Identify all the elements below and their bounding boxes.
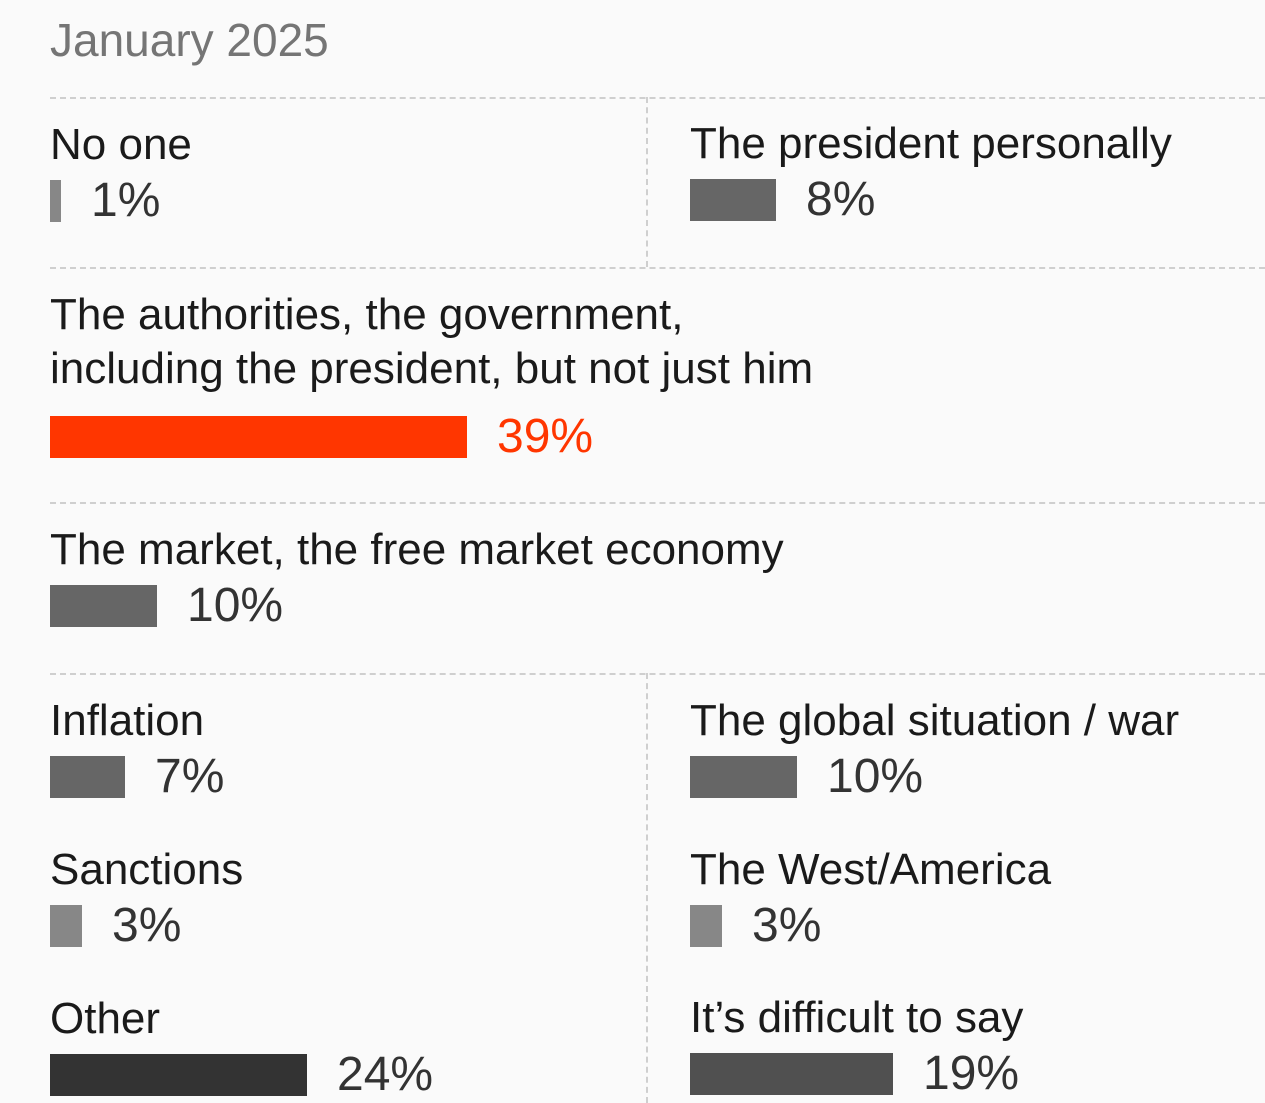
bar-item-market: The market, the free market economy 10% <box>50 523 784 632</box>
bar-value-label: 3% <box>752 899 822 952</box>
grid-line-h1 <box>50 97 1265 99</box>
bar-item-no-one: No one 1% <box>50 118 192 227</box>
bar-label: Sanctions <box>50 845 244 894</box>
bar-item-inflation: Inflation 7% <box>50 694 225 803</box>
bar-value-label: 7% <box>155 750 225 803</box>
bar <box>50 756 125 798</box>
bar-item-sanctions: Sanctions 3% <box>50 843 244 952</box>
bar <box>690 1053 893 1095</box>
bar <box>690 905 722 947</box>
bar <box>50 416 467 458</box>
bar-label: It’s difficult to say <box>690 993 1024 1042</box>
bar <box>50 585 157 627</box>
bar-label: The West/America <box>690 845 1052 894</box>
bar <box>50 1054 307 1096</box>
bar <box>50 180 61 222</box>
grid-line-h4 <box>50 673 1265 675</box>
bar-label: Other <box>50 994 161 1043</box>
bar <box>690 756 797 798</box>
bar-item-west-america: The West/America 3% <box>690 843 1052 952</box>
bar-label-line-2: including the president, but not just hi… <box>50 344 814 393</box>
grid-line-v1 <box>646 97 648 267</box>
bar-item-other: Other 24% <box>50 992 434 1101</box>
bar-value-label: 8% <box>806 173 876 226</box>
bar-label: The market, the free market economy <box>50 525 784 574</box>
grid-line-h2 <box>50 267 1265 269</box>
bar-label: No one <box>50 120 192 169</box>
grid-line-v2 <box>646 673 648 1103</box>
bar-value-label: 3% <box>112 899 182 952</box>
grid-line-h3 <box>50 502 1265 504</box>
bar-label: The president personally <box>690 119 1172 168</box>
bar-value-label: 39% <box>497 410 594 463</box>
bar-item-difficult-to-say: It’s difficult to say 19% <box>690 991 1024 1100</box>
bar-label: Inflation <box>50 696 205 745</box>
bar-value-label: 10% <box>827 750 924 803</box>
bar-value-label: 1% <box>91 174 161 227</box>
bar-item-global-situation: The global situation / war 10% <box>690 694 1180 803</box>
bar-item-president-personally: The president personally 8% <box>690 117 1172 226</box>
bar-label-line-1: The authorities, the government, <box>50 290 684 339</box>
bar-value-label: 10% <box>187 579 284 632</box>
chart-subtitle: January 2025 <box>50 14 329 66</box>
bar-value-label: 19% <box>923 1047 1020 1100</box>
bar-value-label: 24% <box>337 1048 434 1101</box>
bar <box>50 905 82 947</box>
bar <box>690 179 776 221</box>
bar-item-authorities: The authorities, the government, includi… <box>50 288 814 463</box>
bar-label: The global situation / war <box>690 696 1180 745</box>
